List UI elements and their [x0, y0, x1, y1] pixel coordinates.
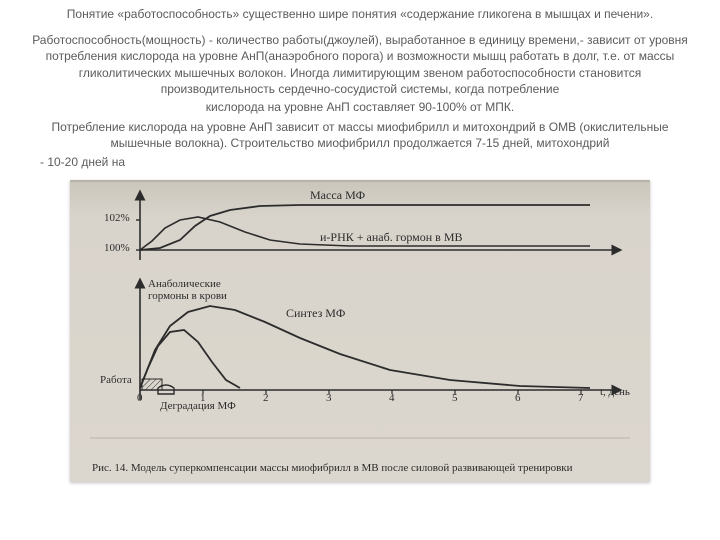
ytick-work: Работа [100, 374, 132, 386]
xt-7: 7 [578, 392, 584, 404]
x-axis-label: t, день [600, 386, 630, 398]
label-anab-horm: Анаболическиегормоны в крови [148, 278, 227, 303]
label-irna: и-РНК + анаб. гормон в МB [320, 230, 463, 245]
figure-scan: 100% 102% Масса МФ и-РНК + анаб. гормон … [70, 180, 650, 482]
figure-wrap: 100% 102% Масса МФ и-РНК + анаб. гормон … [22, 180, 698, 482]
paragraph-3: кислорода на уровне АнП составляет 90-10… [22, 99, 698, 115]
paragraph-1: Понятие «работоспособность» существенно … [22, 6, 698, 22]
ytick-102: 102% [104, 212, 130, 224]
label-anab-horm-text: Анаболическиегормоны в крови [148, 278, 227, 303]
figure-caption: Рис. 14. Модель суперкомпенсации массы м… [92, 461, 628, 476]
xt-4: 4 [389, 392, 395, 404]
xt-0: 0 [137, 392, 143, 404]
label-sintez-mf: Синтез МФ [286, 306, 345, 321]
xt-1: 1 [200, 392, 206, 404]
ytick-100: 100% [104, 242, 130, 254]
label-mass-mf: Масса МФ [310, 188, 365, 203]
xt-2: 2 [263, 392, 269, 404]
xt-3: 3 [326, 392, 332, 404]
xt-6: 6 [515, 392, 521, 404]
document-page: Понятие «работоспособность» существенно … [0, 0, 720, 540]
paragraph-2: Работоспособность(мощность) - количество… [22, 32, 698, 97]
xt-5: 5 [452, 392, 458, 404]
paragraph-4: Потребление кислорода на уровне АнП зави… [22, 119, 698, 151]
figure-svg [70, 182, 650, 482]
label-degrade: Деградация МФ [160, 400, 236, 412]
paragraph-5-cut: - 10-20 дней на [22, 154, 698, 170]
